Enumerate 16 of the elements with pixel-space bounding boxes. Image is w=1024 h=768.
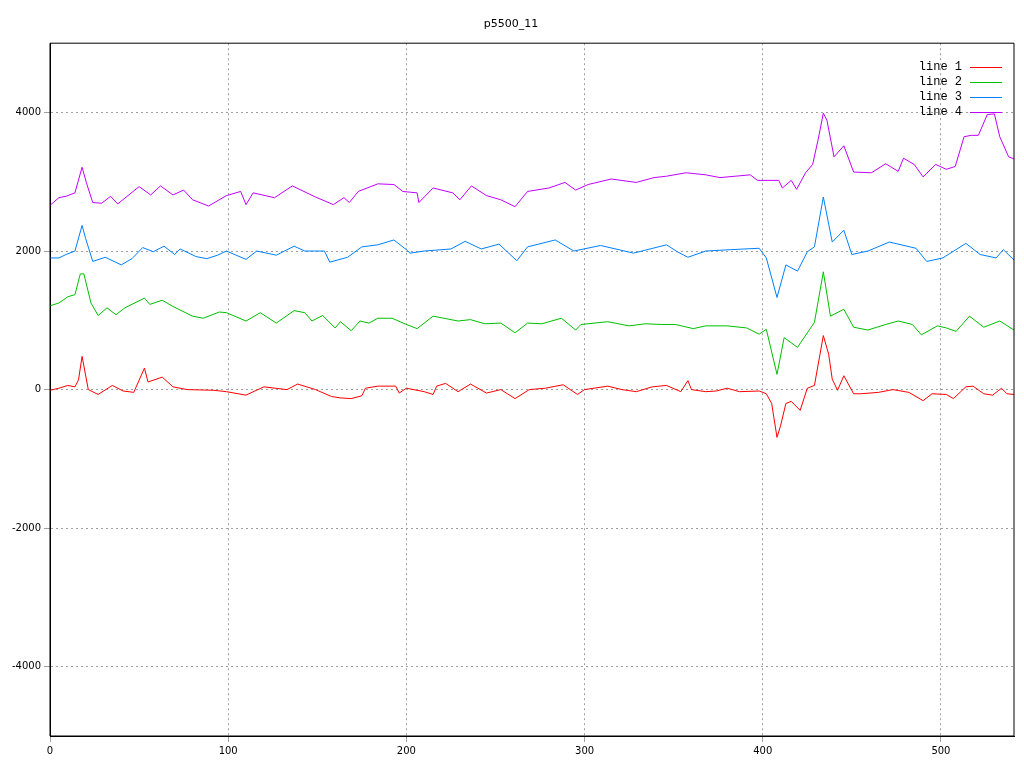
y-tick-label: 0 — [34, 383, 41, 395]
x-tick-label: 400 — [753, 744, 773, 756]
y-tick-label: 2000 — [15, 244, 41, 256]
legend-label: line 4 — [918, 105, 962, 119]
x-tick-label: 500 — [931, 744, 951, 756]
x-tick-label: 300 — [575, 744, 595, 756]
x-tick-label: 200 — [396, 744, 416, 756]
x-tick-label: 0 — [46, 744, 54, 756]
legend-label: line 1 — [918, 60, 962, 74]
y-tick-label: 4000 — [15, 106, 41, 118]
chart-title: p5500_11 — [483, 17, 539, 31]
y-tick-label: -2000 — [11, 521, 41, 533]
x-tick-label: 100 — [218, 744, 238, 756]
y-tick-label: -4000 — [11, 660, 41, 672]
legend-label: line 2 — [918, 75, 962, 89]
legend-label: line 3 — [918, 90, 962, 104]
